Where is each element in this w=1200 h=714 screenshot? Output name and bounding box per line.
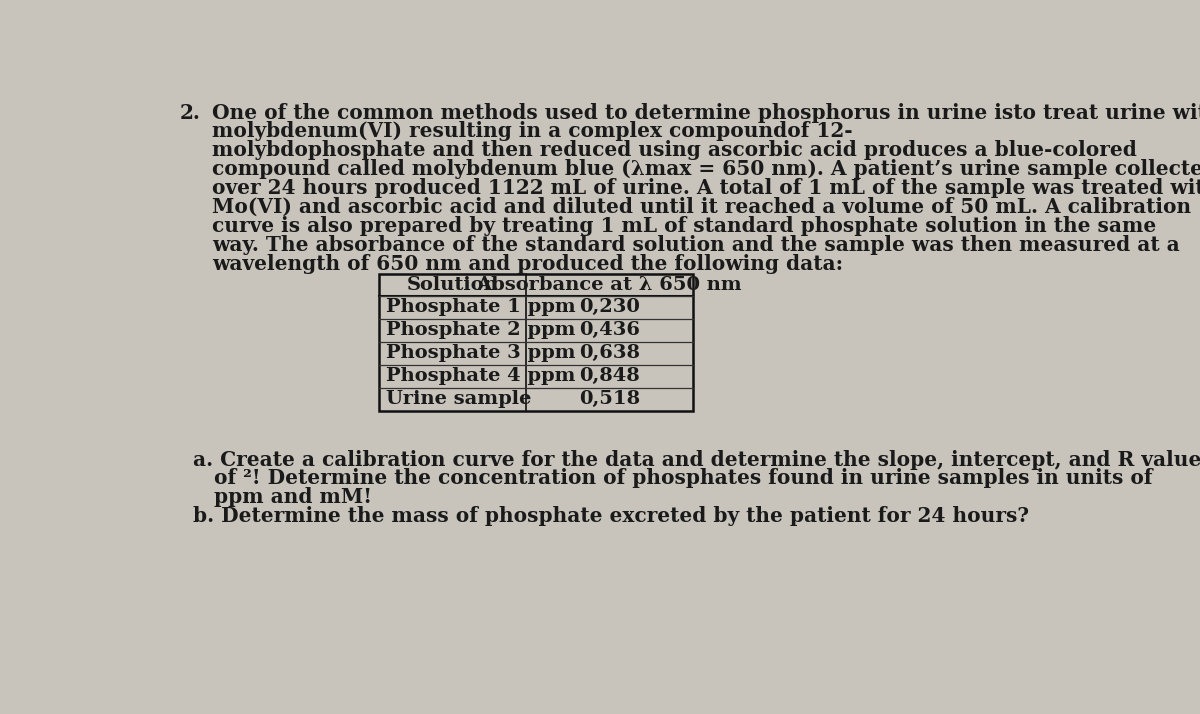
Text: Mo(VI) and ascorbic acid and diluted until it reached a volume of 50 mL. A calib: Mo(VI) and ascorbic acid and diluted unt… [212,197,1192,217]
Text: curve is also prepared by treating 1 mL of standard phosphate solution in the sa: curve is also prepared by treating 1 mL … [212,216,1157,236]
Text: 0,436: 0,436 [578,321,640,339]
Text: a. Create a calibration curve for the data and determine the slope, intercept, a: a. Create a calibration curve for the da… [193,450,1200,470]
Text: Solution: Solution [407,276,498,293]
Text: Phosphate 2 ppm: Phosphate 2 ppm [386,321,576,339]
Text: 0,230: 0,230 [578,298,640,316]
Bar [379,274,692,411]
Text: molybdophosphate and then reduced using ascorbic acid produces a blue-colored: molybdophosphate and then reduced using … [212,141,1136,161]
Text: of ²! Determine the concentration of phosphates found in urine samples in units : of ²! Determine the concentration of pho… [193,468,1152,488]
Text: Phosphate 4 ppm: Phosphate 4 ppm [386,368,576,386]
Text: ppm and mM!: ppm and mM! [193,487,372,507]
Text: Urine sample: Urine sample [386,391,532,408]
Text: compound called molybdenum blue (λmax = 650 nm). A patient’s urine sample collec: compound called molybdenum blue (λmax = … [212,159,1200,179]
Text: b. Determine the mass of phosphate excreted by the patient for 24 hours?: b. Determine the mass of phosphate excre… [193,506,1028,526]
Text: wavelength of 650 nm and produced the following data:: wavelength of 650 nm and produced the fo… [212,253,844,273]
Text: Phosphate 3 ppm: Phosphate 3 ppm [386,344,576,362]
Text: Phosphate 1 ppm: Phosphate 1 ppm [386,298,576,316]
Text: over 24 hours produced 1122 mL of urine. A total of 1 mL of the sample was treat: over 24 hours produced 1122 mL of urine.… [212,178,1200,198]
Text: 0,638: 0,638 [578,344,640,362]
Text: One of the common methods used to determine phosphorus in urine isto treat urine: One of the common methods used to determ… [212,103,1200,123]
Text: 2.: 2. [180,103,200,123]
Text: 0,848: 0,848 [578,368,640,386]
Text: way. The absorbance of the standard solution and the sample was then measured at: way. The absorbance of the standard solu… [212,235,1180,255]
Text: 0,518: 0,518 [578,391,640,408]
Text: Absorbance at λ 650 nm: Absorbance at λ 650 nm [476,276,742,293]
Text: molybdenum(VI) resulting in a complex compoundof 12-: molybdenum(VI) resulting in a complex co… [212,121,853,141]
